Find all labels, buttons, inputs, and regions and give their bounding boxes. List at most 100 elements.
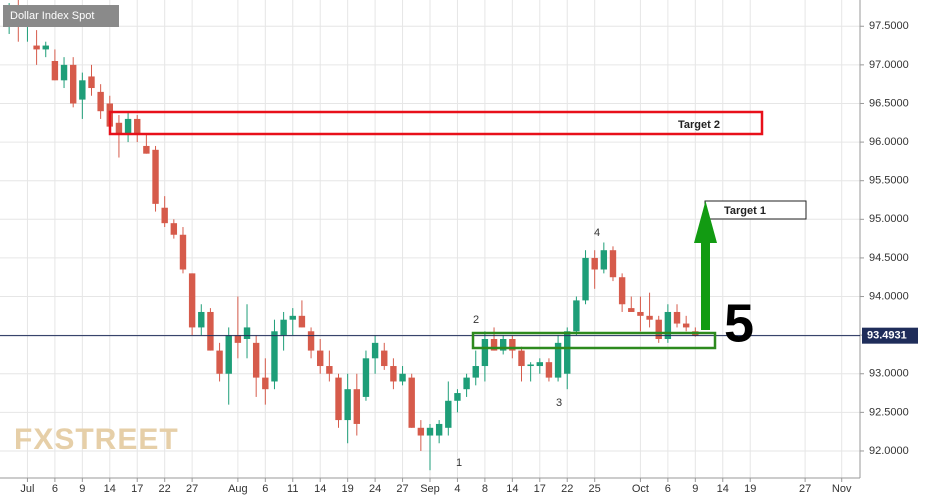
candle-body [618, 277, 626, 305]
x-tick-label: 17 [131, 483, 143, 495]
x-tick-label: 17 [534, 483, 546, 495]
candle-body [170, 223, 178, 235]
arrow-shaft [701, 240, 710, 330]
candle-body [33, 45, 40, 50]
candle-body [609, 250, 617, 278]
candle-body [88, 76, 95, 89]
grid [0, 0, 860, 478]
candle-body [143, 145, 150, 154]
candle-body [463, 377, 470, 390]
wave-label: 2 [473, 314, 479, 326]
target-2-box [108, 110, 764, 136]
x-tick-label: 27 [186, 483, 198, 495]
x-tick-label: 24 [369, 483, 381, 495]
y-tick-label: 95.0000 [869, 213, 909, 225]
last-price-box [862, 327, 918, 344]
candle-body [390, 366, 397, 382]
candle-body [371, 342, 379, 359]
arrow-head [694, 201, 717, 243]
candle-body [262, 377, 269, 390]
candle-body [280, 319, 287, 336]
candle-body [198, 311, 205, 328]
x-tick-label: 4 [454, 483, 460, 495]
candle-body [499, 339, 507, 351]
candle-body [408, 377, 415, 428]
chart-title: Dollar Index Spot [10, 10, 94, 22]
candle-body [207, 311, 214, 351]
x-tick-label: Sep [420, 483, 440, 495]
candle-body [664, 311, 672, 340]
candle-body [234, 335, 242, 343]
candle-body [51, 61, 59, 81]
candle-body [509, 339, 516, 351]
candle-body [628, 308, 635, 312]
x-tick-label: 9 [79, 483, 85, 495]
x-tick-label: Jul [20, 483, 34, 495]
candle-body [573, 300, 580, 332]
y-tick-label: 94.0000 [869, 290, 909, 302]
x-tick-label: 14 [717, 483, 729, 495]
x-tick-label: 22 [159, 483, 171, 495]
candle-body [243, 327, 251, 340]
y-tick-label: 97.5000 [869, 20, 909, 32]
candle-body [564, 331, 571, 374]
last-price-label: 93.4931 [867, 330, 907, 342]
candle-body [335, 377, 342, 421]
candle-body [545, 362, 553, 378]
y-tick-label: 96.0000 [869, 136, 909, 148]
candle-body [362, 358, 370, 397]
x-tick-label: 22 [561, 483, 573, 495]
y-tick-label: 93.0000 [869, 368, 909, 380]
candle-body [527, 364, 534, 367]
target-2-label: Target 2 [678, 119, 720, 131]
title-box [3, 5, 119, 27]
x-tick-label: 14 [104, 483, 116, 495]
x-tick-label: Oct [632, 483, 649, 495]
candle-body [179, 234, 187, 270]
support-box [471, 331, 717, 350]
y-tick-label: 92.0000 [869, 445, 909, 457]
candle-body [317, 350, 324, 367]
candle-body [682, 323, 690, 328]
candle-body [435, 423, 443, 436]
y-tick-label: 95.5000 [869, 175, 909, 187]
x-tick-label: 14 [314, 483, 326, 495]
candle-body [271, 331, 278, 382]
candle-body [69, 64, 77, 104]
x-tick-label: Nov [832, 483, 852, 495]
candle-body [381, 350, 388, 367]
candle-body [518, 350, 525, 367]
x-tick-label: 6 [52, 483, 58, 495]
x-tick-label: 19 [744, 483, 756, 495]
x-tick-label: 9 [692, 483, 698, 495]
x-tick-label: 8 [482, 483, 488, 495]
candle-body [454, 393, 461, 401]
candle-body [637, 311, 644, 316]
wave-label: 1 [456, 457, 462, 469]
candle-body [591, 257, 598, 270]
x-tick-label: 27 [396, 483, 408, 495]
candle-body [646, 315, 653, 320]
candle-body [161, 207, 168, 224]
y-tick-label: 94.5000 [869, 252, 909, 264]
candle-body [445, 400, 452, 428]
candle-body [655, 319, 662, 340]
candle-body [216, 350, 223, 374]
annotations: Target 2 Target 1 1 2 3 4 5 [108, 110, 807, 469]
candle-body [417, 427, 425, 436]
candle-body [97, 91, 104, 112]
y-tick-label: 96.5000 [869, 97, 909, 109]
x-tick-label: 14 [506, 483, 518, 495]
candle-body [426, 427, 434, 436]
candle-body [225, 335, 232, 374]
x-tick-label: 25 [589, 483, 601, 495]
candle-body [307, 331, 315, 351]
y-tick-label: 97.0000 [869, 59, 909, 71]
candle-body [481, 339, 489, 367]
candle-body [134, 118, 141, 135]
wave-label: 4 [594, 227, 600, 239]
candle-body [79, 80, 86, 100]
candle-body [188, 273, 196, 328]
